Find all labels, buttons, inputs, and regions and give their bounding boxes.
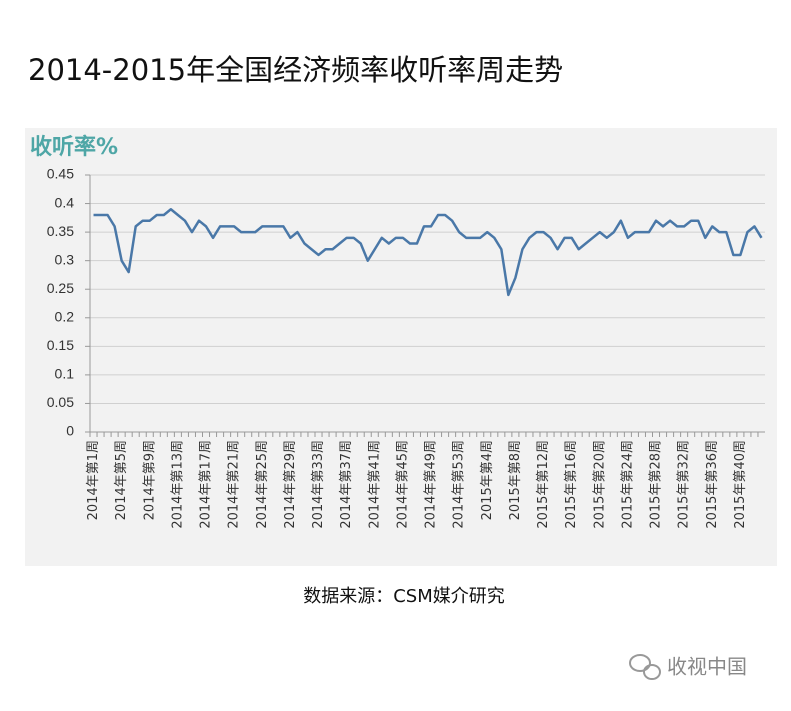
plot-background bbox=[25, 128, 777, 566]
x-tick-label: 2015年第24周 bbox=[620, 440, 635, 529]
x-tick-label: 2014年第29周 bbox=[283, 440, 298, 529]
x-tick-label: 2015年第12周 bbox=[536, 440, 551, 529]
x-tick-label: 2014年第37周 bbox=[339, 440, 354, 529]
y-tick-label: 0.45 bbox=[47, 166, 74, 182]
x-tick-label: 2015年第32周 bbox=[677, 440, 692, 529]
chart-title: 2014-2015年全国经济频率收听率周走势 bbox=[28, 53, 563, 87]
source-note: 数据来源：CSM媒介研究 bbox=[303, 586, 505, 607]
x-tick-label: 2014年第1周 bbox=[86, 440, 101, 520]
x-tick-label: 2014年第25周 bbox=[255, 440, 270, 529]
y-tick-label: 0.35 bbox=[47, 223, 74, 239]
y-tick-label: 0.1 bbox=[55, 366, 75, 382]
y-tick-label: 0.2 bbox=[55, 308, 75, 324]
x-tick-label: 2014年第41周 bbox=[367, 440, 382, 529]
x-tick-label: 2015年第28周 bbox=[649, 440, 664, 529]
x-tick-label: 2014年第9周 bbox=[142, 440, 157, 520]
x-tick-label: 2015年第8周 bbox=[508, 440, 523, 520]
x-tick-label: 2014年第45周 bbox=[395, 440, 410, 529]
x-tick-label: 2014年第53周 bbox=[452, 440, 467, 529]
x-tick-label: 2015年第36周 bbox=[705, 440, 720, 529]
x-tick-label: 2014年第33周 bbox=[311, 440, 326, 529]
x-tick-label: 2015年第40周 bbox=[733, 440, 748, 529]
x-tick-label: 2015年第4周 bbox=[480, 440, 495, 520]
y-axis-label: 收听率% bbox=[30, 134, 118, 160]
y-tick-label: 0.25 bbox=[47, 280, 74, 296]
x-tick-label: 2014年第17周 bbox=[199, 440, 214, 529]
x-tick-label: 2015年第16周 bbox=[564, 440, 579, 529]
x-tick-label: 2015年第20周 bbox=[592, 440, 607, 529]
x-tick-label: 2014年第13周 bbox=[170, 440, 185, 529]
x-tick-label: 2014年第5周 bbox=[114, 440, 129, 520]
x-tick-label: 2014年第49周 bbox=[424, 440, 439, 529]
y-tick-label: 0.15 bbox=[47, 337, 74, 353]
x-tick-label: 2014年第21周 bbox=[227, 440, 242, 529]
y-tick-label: 0.4 bbox=[55, 194, 75, 210]
data-line bbox=[93, 208, 763, 297]
y-tick-label: 0.05 bbox=[47, 394, 74, 410]
watermark: 收视中国 bbox=[667, 655, 747, 679]
y-tick-label: 0 bbox=[66, 423, 74, 439]
watermark-icon bbox=[629, 654, 661, 680]
y-tick-label: 0.3 bbox=[55, 251, 75, 267]
